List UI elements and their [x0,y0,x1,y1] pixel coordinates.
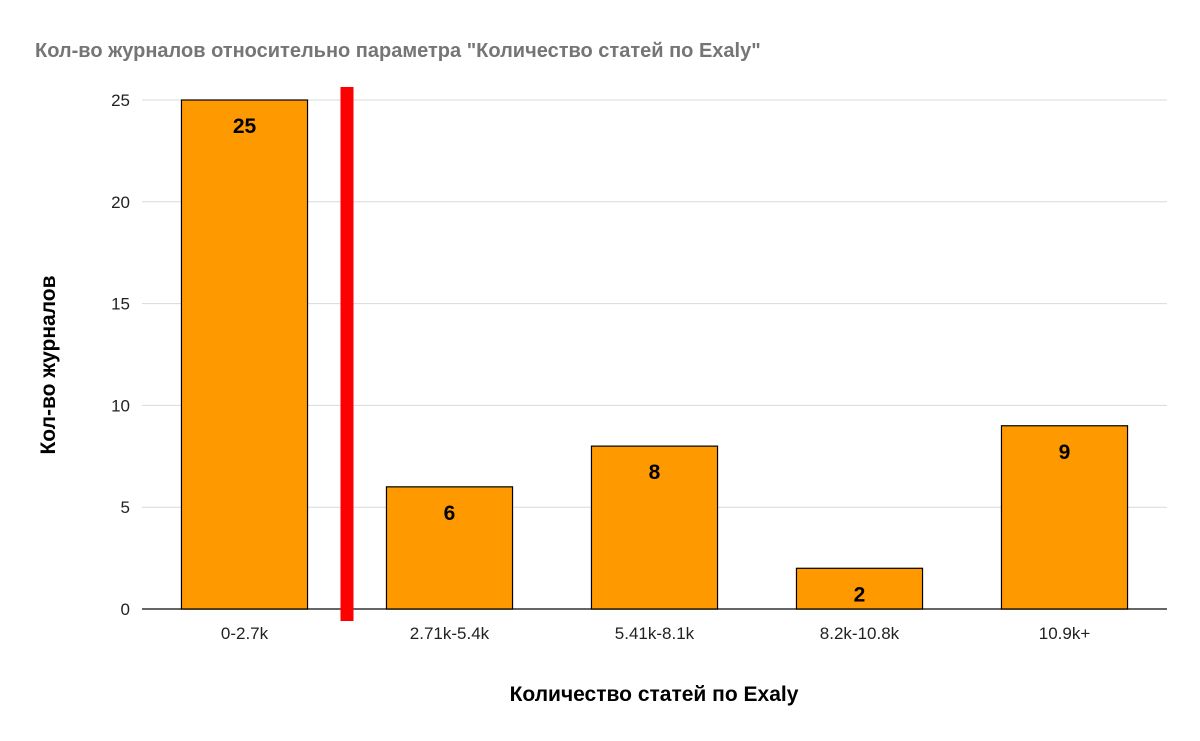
y-tick-label: 10 [111,396,130,415]
x-tick-label: 10.9k+ [1039,624,1091,643]
y-tick-label: 15 [111,295,130,314]
data-label: 6 [444,502,456,525]
data-labels: 25 6 8 2 9 [233,115,1071,606]
x-tick-label: 8.2k-10.8k [820,624,900,643]
data-label: 25 [233,115,257,138]
bar [385,486,514,610]
y-tick-label: 25 [111,91,130,110]
data-label: 2 [854,583,866,606]
bar [180,99,309,610]
bar [590,445,719,610]
y-tick-label: 20 [111,193,130,212]
bar [1000,425,1129,610]
x-tick-label: 0-2.7k [221,624,269,643]
x-axis-ticks: 0-2.7k 2.71k-5.4k 5.41k-8.1k 8.2k-10.8k 10.9… [221,624,1090,643]
y-tick-label: 5 [121,498,130,517]
y-axis-ticks: 0 5 10 15 20 25 [111,91,130,619]
data-label: 9 [1059,441,1071,464]
x-tick-label: 2.71k-5.4k [410,624,490,643]
data-label: 8 [649,461,661,484]
chart-title: Кол-во журналов относительно параметра "… [35,40,761,62]
y-axis-title: Кол-во журналов [37,275,60,454]
x-axis-title: Количество статей по Exaly [510,683,799,706]
y-tick-label: 0 [121,600,130,619]
x-tick-label: 5.41k-8.1k [615,624,695,643]
bars [180,99,1129,610]
bar [795,567,924,610]
